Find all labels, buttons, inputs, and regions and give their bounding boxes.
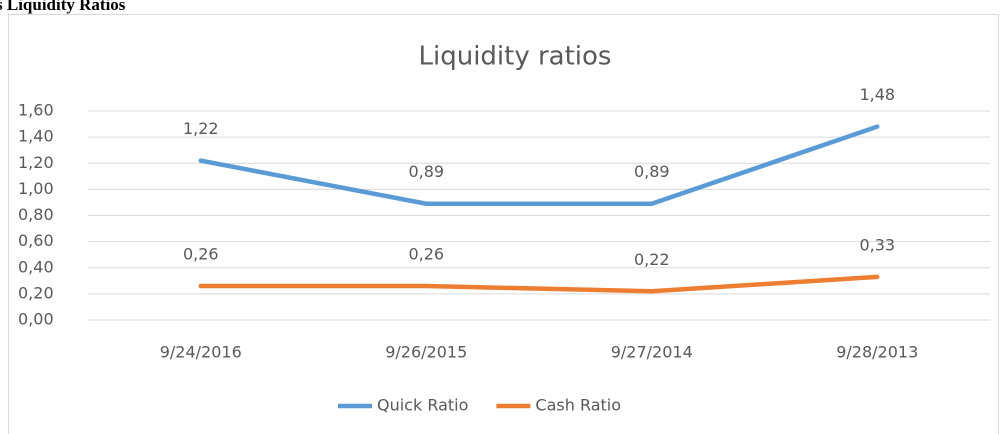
y-tick-label: 0,20 [18,283,54,302]
data-label: 0,26 [183,245,219,264]
legend-label: Quick Ratio [377,396,468,415]
x-tick-label: 9/28/2013 [836,343,918,362]
y-tick-label: 0,00 [18,310,54,329]
x-tick-label: 9/26/2015 [385,343,467,362]
y-tick-label: 1,00 [18,179,54,198]
data-label: 0,22 [634,250,670,269]
y-tick-label: 0,60 [18,231,54,250]
y-tick-label: 1,40 [18,127,54,146]
heading: s Liquidity Ratios [0,0,126,14]
series-line [198,124,880,206]
data-label: 1,22 [183,119,219,138]
data-label: 0,89 [408,162,444,181]
series-line [198,274,880,294]
chart-title: Liquidity ratios [419,42,612,72]
y-tick-label: 1,20 [18,153,54,172]
data-label: 0,89 [634,162,670,181]
data-label: 1,48 [859,85,895,104]
y-tick-label: 0,40 [18,257,54,276]
y-tick-label: 0,80 [18,205,54,224]
data-label: 0,33 [859,235,895,254]
data-label: 0,26 [408,245,444,264]
legend-label: Cash Ratio [535,396,621,415]
x-tick-label: 9/27/2014 [611,343,693,362]
x-tick-label: 9/24/2016 [160,343,242,362]
y-tick-label: 1,60 [18,101,54,120]
chart-frame [8,14,999,434]
